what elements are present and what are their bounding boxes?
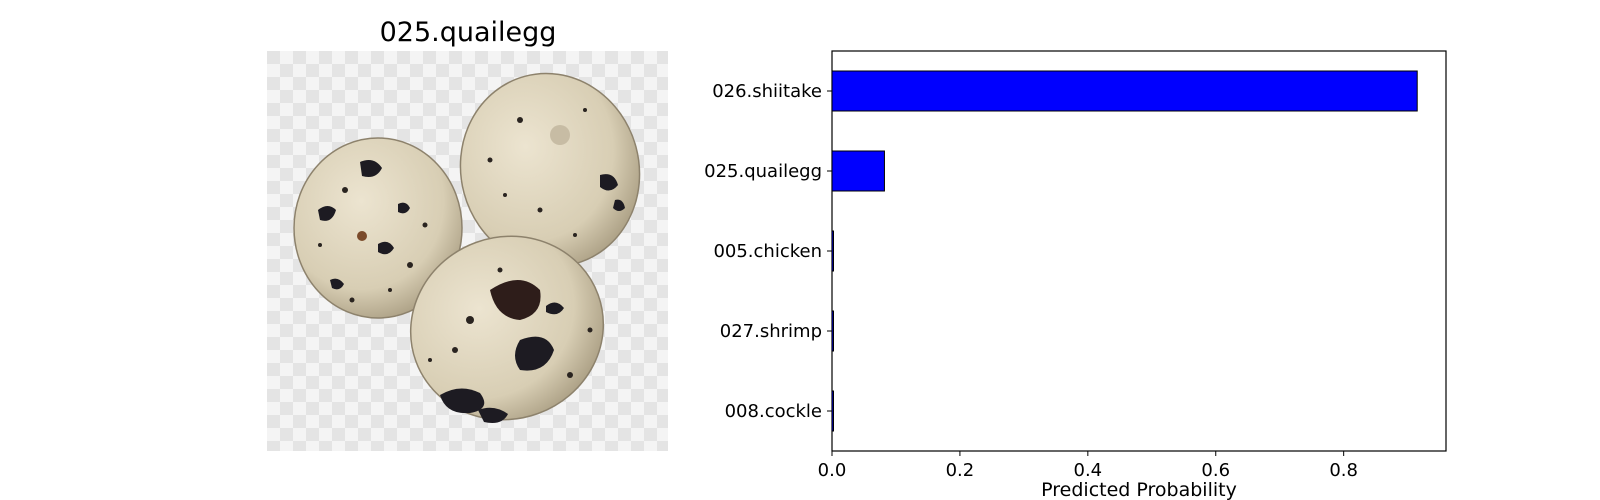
x-tick-label: 0.8: [1329, 460, 1358, 481]
x-tick-marks: [831, 451, 1345, 456]
quail-egg-photo: [267, 51, 668, 451]
x-tick-labels: 0.0 0.2 0.4 0.6 0.8: [818, 460, 1358, 481]
y-tick-label: 027.shrimp: [720, 321, 822, 342]
image-panel: 025.quailegg: [267, 17, 668, 451]
probability-bar-chart: 026.shiitake 025.quailegg 005.chicken 027.s…: [704, 50, 1447, 500]
y-tick-label: 025.quailegg: [704, 161, 822, 182]
y-tick-label: 026.shiitake: [712, 81, 822, 102]
x-tick-label: 0.6: [1201, 460, 1230, 481]
y-tick-label: 005.chicken: [713, 241, 822, 262]
egg-bottom: [409, 235, 605, 423]
x-tick-label: 0.2: [946, 460, 975, 481]
egg-left: [293, 137, 463, 319]
bars: [831, 70, 1418, 432]
y-tick-labels: 026.shiitake 025.quailegg 005.chicken 027.s…: [704, 81, 822, 422]
y-tick-marks: [827, 90, 832, 412]
image-title: 025.quailegg: [380, 17, 557, 48]
bar-025-quailegg: [831, 150, 885, 192]
x-axis-label: Predicted Probability: [1041, 479, 1237, 500]
bar-026-shiitake: [831, 70, 1418, 112]
bar-005-chicken: [831, 230, 834, 272]
x-tick-label: 0.4: [1074, 460, 1103, 481]
y-tick-label: 008.cockle: [725, 401, 822, 422]
bar-027-shrimp: [831, 310, 834, 352]
plot-area-frame: [831, 50, 1447, 452]
x-tick-label: 0.0: [818, 460, 847, 481]
bar-008-cockle: [831, 390, 834, 432]
